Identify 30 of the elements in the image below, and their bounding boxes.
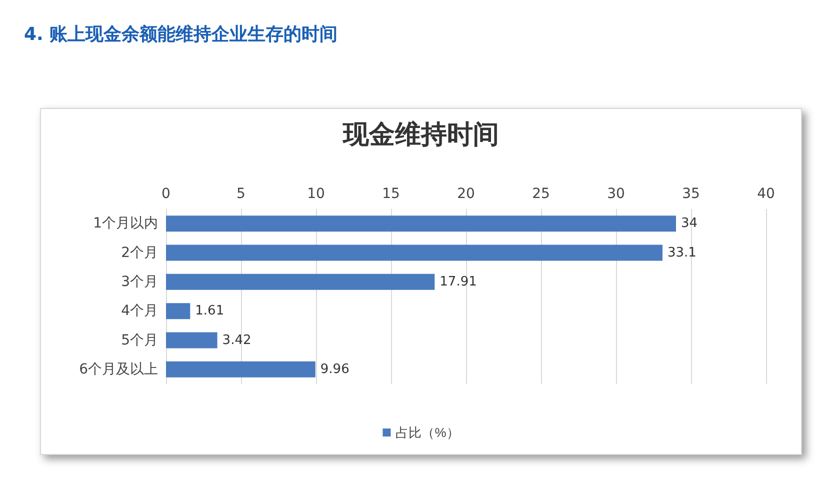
- x-tick-label: 5: [236, 186, 246, 202]
- data-label: 3.42: [222, 332, 252, 348]
- y-tick-label: 2个月: [121, 244, 158, 261]
- y-tick-label: 1个月以内: [93, 216, 158, 232]
- x-tick-label: 10: [307, 186, 325, 202]
- x-tick-label: 15: [382, 186, 400, 202]
- x-tick-label: 30: [607, 186, 625, 202]
- x-tick-label: 25: [532, 186, 550, 202]
- bar: [166, 332, 218, 348]
- bar: [166, 303, 190, 320]
- data-label: 1.61: [195, 304, 224, 319]
- data-label: 34: [681, 216, 698, 232]
- chart-title: 4. 账上现金余额能维持企业生存的时间: [24, 23, 338, 46]
- y-tick-label: 4个月: [121, 303, 158, 320]
- y-tick-label: 3个月: [121, 274, 158, 290]
- x-tick-label: 40: [757, 186, 775, 202]
- bar: [166, 274, 435, 290]
- bar: [166, 244, 662, 261]
- x-tick-label: 35: [682, 186, 700, 202]
- y-tick-label: 5个月: [121, 332, 158, 348]
- y-tick-label: 6个月及以上: [79, 361, 158, 378]
- data-label: 17.91: [440, 274, 477, 290]
- legend-label: 占比（%）: [396, 425, 460, 440]
- bar: [166, 361, 316, 378]
- data-label: 9.96: [320, 362, 350, 377]
- bar: [166, 216, 676, 232]
- x-tick-label: 0: [162, 186, 170, 202]
- chart-subtitle: 现金维持时间: [342, 120, 499, 150]
- x-tick-label: 20: [457, 186, 475, 202]
- data-label: 33.1: [668, 245, 696, 260]
